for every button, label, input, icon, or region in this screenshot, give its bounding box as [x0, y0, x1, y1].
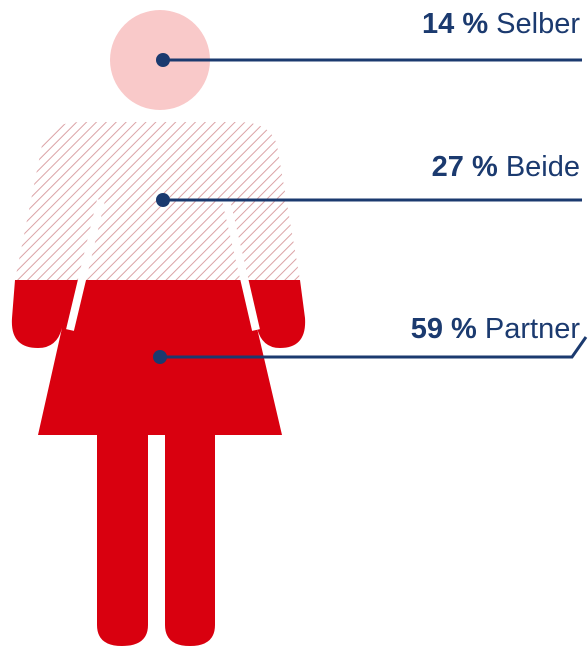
space [488, 8, 496, 40]
arm-gap [222, 199, 260, 331]
value-label: 14 % [422, 8, 488, 40]
leader-dot [156, 53, 170, 67]
leader-dot [153, 350, 167, 364]
category-label: Partner [485, 313, 580, 345]
space [477, 313, 485, 345]
label: 59 % Partner [411, 313, 581, 345]
leader-line [160, 336, 588, 359]
value-label: 27 % [432, 151, 498, 183]
figure-segment [11, 280, 306, 646]
category-label: Selber [496, 8, 580, 40]
space [498, 151, 506, 183]
label: 27 % Beide [432, 151, 580, 183]
category-label: Beide [506, 151, 580, 183]
leader-dot [156, 193, 170, 207]
value-label: 59 % [411, 313, 477, 345]
arm-gap [66, 199, 105, 331]
label: 14 % Selber [422, 8, 580, 40]
